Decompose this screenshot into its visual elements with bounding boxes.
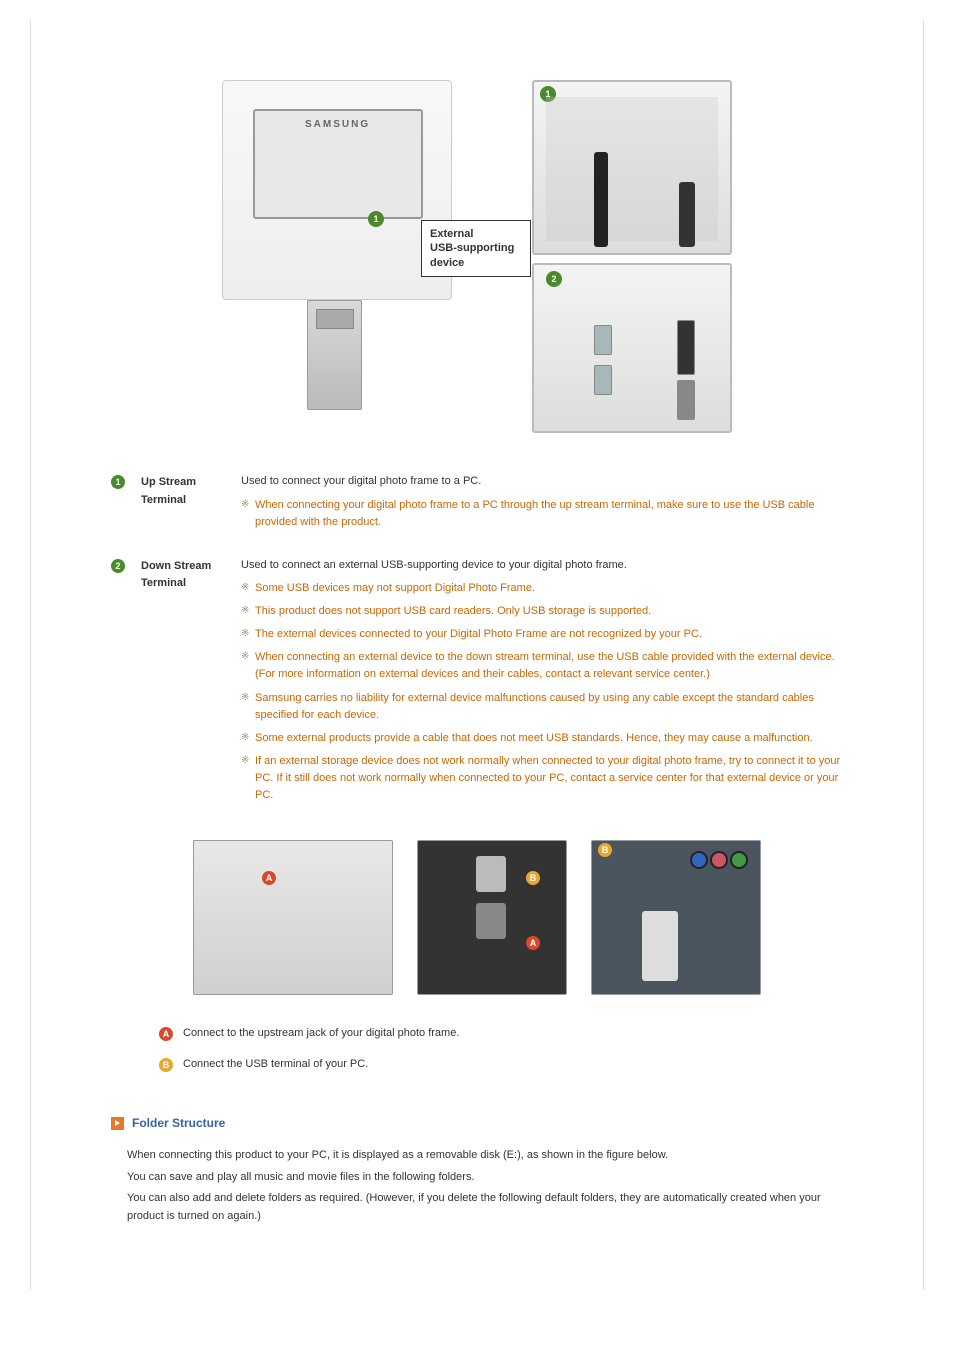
upstream-main-text: Used to connect your digital photo frame… — [241, 473, 843, 491]
note-item: If an external storage device does not w… — [241, 753, 843, 804]
arrow-bullet-icon — [111, 1117, 124, 1130]
note-item: This product does not support USB card r… — [241, 603, 843, 620]
usb-slot — [677, 320, 695, 375]
page-container: SAMSUNG 1 2 External USB-supporting devi… — [30, 20, 924, 1290]
pc-tower-illustration — [307, 300, 362, 410]
def-num: 1 — [111, 473, 141, 537]
samsung-logo-text: SAMSUNG — [305, 117, 370, 133]
usb-cable-closeup: B A — [417, 840, 567, 995]
upstream-row: 1 Up Stream Terminal Used to connect you… — [111, 473, 843, 537]
external-device-label: External USB-supporting device — [421, 220, 531, 277]
downstream-row: 2 Down Stream Terminal Used to connect a… — [111, 557, 843, 810]
marker-1-def-icon: 1 — [111, 475, 125, 489]
downstream-notes: Some USB devices may not support Digital… — [241, 580, 843, 804]
folder-para-1: When connecting this product to your PC,… — [127, 1147, 843, 1165]
def-num: 2 — [111, 557, 141, 810]
port-panel-2: 2 — [532, 263, 732, 433]
downstream-body: Used to connect an external USB-supporti… — [241, 557, 843, 810]
downstream-label: Down Stream Terminal — [141, 557, 241, 810]
marker-A-icon: A — [526, 936, 540, 950]
ps2-port-icon — [730, 851, 748, 869]
ps2-port-icon — [710, 851, 728, 869]
usb-slot — [594, 325, 612, 355]
legend-B-text: Connect the USB terminal of your PC. — [183, 1056, 368, 1074]
marker-B-icon: B — [598, 843, 612, 857]
folder-structure-title: Folder Structure — [132, 1114, 225, 1133]
usb-plug — [476, 903, 506, 939]
legend-row-A: A Connect to the upstream jack of your d… — [159, 1025, 843, 1043]
note-item: The external devices connected to your D… — [241, 626, 843, 643]
folder-para-3: You can also add and delete folders as r… — [127, 1190, 843, 1225]
note-item: When connecting your digital photo frame… — [241, 497, 843, 531]
downstream-main-text: Used to connect an external USB-supporti… — [241, 557, 843, 575]
folder-structure-heading: Folder Structure — [111, 1114, 843, 1133]
marker-A-legend-icon: A — [159, 1027, 173, 1041]
pc-back-closeup: B — [591, 840, 761, 995]
ps2-port-icon — [690, 851, 708, 869]
frame-port-closeup: A — [193, 840, 393, 995]
marker-B-icon: B — [526, 871, 540, 885]
ab-legend: A Connect to the upstream jack of your d… — [159, 1025, 843, 1074]
ext-label-line3: device — [430, 257, 464, 269]
upstream-body: Used to connect your digital photo frame… — [241, 473, 843, 537]
note-item: Samsung carries no liability for externa… — [241, 690, 843, 724]
photo-frame-illustration: SAMSUNG 1 2 — [222, 80, 452, 300]
port-closeups-column: 1 2 — [532, 80, 732, 433]
marker-B-legend-icon: B — [159, 1058, 173, 1072]
note-item: Some external products provide a cable t… — [241, 730, 843, 747]
pc-ports-cluster — [690, 851, 750, 911]
note-item: Some USB devices may not support Digital… — [241, 580, 843, 597]
upstream-label: Up Stream Terminal — [141, 473, 241, 537]
marker-A-icon: A — [262, 871, 276, 885]
usb-slot — [594, 365, 612, 395]
port-panel-1: 1 — [532, 80, 732, 255]
usb-stick — [642, 911, 678, 981]
cable-photo-row: A B A B — [111, 840, 843, 995]
legend-A-text: Connect to the upstream jack of your dig… — [183, 1025, 459, 1043]
marker-1-icon: 1 — [368, 211, 384, 227]
ext-label-line2: USB-supporting — [430, 242, 514, 254]
note-item: When connecting an external device to th… — [241, 649, 843, 683]
usb-plug — [476, 856, 506, 892]
marker-2-def-icon: 2 — [111, 559, 125, 573]
marker-2-panel-icon: 2 — [546, 271, 562, 287]
terminal-definitions: 1 Up Stream Terminal Used to connect you… — [111, 473, 843, 810]
folder-para-2: You can save and play all music and movi… — [127, 1169, 843, 1187]
ext-label-line1: External — [430, 228, 473, 240]
legend-row-B: B Connect the USB terminal of your PC. — [159, 1056, 843, 1074]
connection-diagram-row: SAMSUNG 1 2 External USB-supporting devi… — [111, 80, 843, 433]
cable-illustration-2 — [679, 182, 695, 247]
pc-drive — [316, 309, 354, 329]
usb-slot — [677, 380, 695, 420]
cable-illustration — [594, 152, 608, 247]
upstream-notes: When connecting your digital photo frame… — [241, 497, 843, 531]
